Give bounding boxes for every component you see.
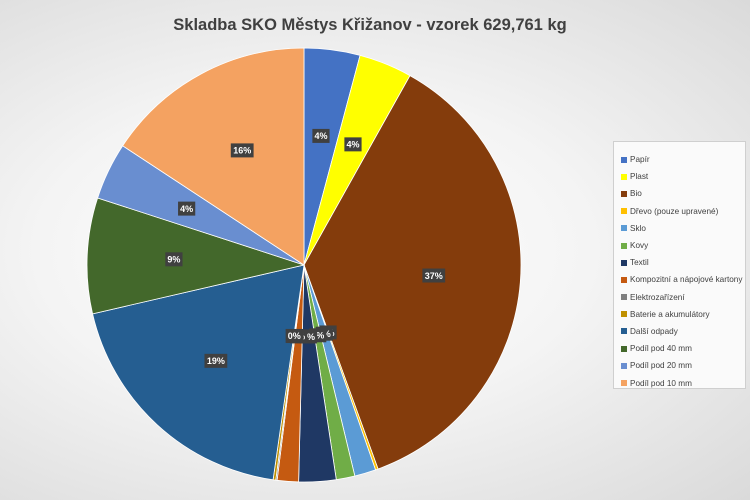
legend-label: Bio [630,189,642,199]
legend-swatch [621,173,627,180]
legend-label: Dřevo (pouze upravené) [630,206,719,216]
legend-item-bio: Bio [614,185,745,202]
legend-item-papir: Papír [614,151,745,168]
legend: Papír Plast Bio Dřevo (pouze upravené) Sklo K… [613,141,746,389]
pie-slice-podil-pod-10-mm [122,47,305,266]
legend-item-podil-pod-20-mm: Podíl pod 20 mm [614,357,745,374]
legend-label: Sklo [630,223,646,233]
pie-slice-bio [303,75,522,470]
data-label-baterie-a-akumulatory: 0% [285,328,303,343]
legend-item-drevo-pouze-upravene: Dřevo (pouze upravené) [614,203,745,220]
legend-label: Kovy [630,241,649,251]
svg-text:9%: 9% [167,255,180,265]
legend-swatch [621,311,627,318]
legend-item-kompozitni-a-napojove-kartony: Kompozitní a nápojové kartony [614,271,745,288]
legend-swatch [621,380,627,387]
legend-item-baterie-a-akumulatory: Baterie a akumulátory [614,306,745,323]
legend-label: Plast [630,172,649,182]
legend-label: Další odpady [630,326,678,336]
legend-label: Podíl pod 10 mm [630,378,692,388]
legend-label: Kompozitní a nápojové kartony [630,275,743,285]
legend-label: Podíl pod 20 mm [630,361,692,371]
data-label-podil-pod-10-mm: 16% [230,143,254,158]
data-label-podil-pod-20-mm: 4% [178,201,196,216]
legend-item-sklo: Sklo [614,220,745,237]
legend-item-podil-pod-40-mm: Podíl pod 40 mm [614,340,745,357]
legend-label: Textil [630,258,649,268]
svg-text:4%: 4% [346,140,359,150]
legend-item-kovy: Kovy [614,237,745,254]
legend-item-elektrozarizeni: Elektrozařízení [614,289,745,306]
svg-text:16%: 16% [233,146,251,156]
data-label-bio: 37% [422,268,446,283]
svg-text:4%: 4% [314,131,327,141]
legend-swatch [621,156,627,163]
legend-swatch [621,259,627,266]
legend-swatch [621,225,627,232]
svg-text:37%: 37% [425,271,443,281]
pie-slice-podil-pod-40-mm [86,197,306,315]
data-label-plast: 4% [344,137,362,152]
svg-text:19%: 19% [207,356,225,366]
svg-text:3%: 3% [302,332,315,342]
legend-item-dalsi-odpady: Další odpady [614,323,745,340]
legend-swatch [621,242,627,249]
pie-slice-dalsi-odpady [92,264,305,481]
legend-swatch [621,328,627,335]
legend-swatch [621,362,627,369]
chart-title: Skladba SKO Městys Křižanov - vzorek 629… [173,16,567,34]
data-label-dalsi-odpady: 19% [204,353,228,368]
legend-swatch [621,345,627,352]
legend-item-plast: Plast [614,168,745,185]
legend-label: Baterie a akumulátory [630,309,710,319]
legend-label: Papír [630,155,650,165]
legend-label: Elektrozařízení [630,292,685,302]
svg-text:4%: 4% [180,204,193,214]
data-label-podil-pod-40-mm: 9% [165,252,183,267]
data-label-papir: 4% [312,128,330,143]
legend-swatch [621,276,627,283]
svg-text:1%: 1% [311,331,324,341]
legend-swatch [621,294,627,301]
legend-item-podil-pod-10-mm: Podíl pod 10 mm [614,374,745,391]
legend-label: Podíl pod 40 mm [630,344,692,354]
legend-swatch [621,190,627,197]
legend-swatch [621,208,627,215]
svg-text:0%: 0% [288,331,301,341]
legend-item-textil: Textil [614,254,745,271]
